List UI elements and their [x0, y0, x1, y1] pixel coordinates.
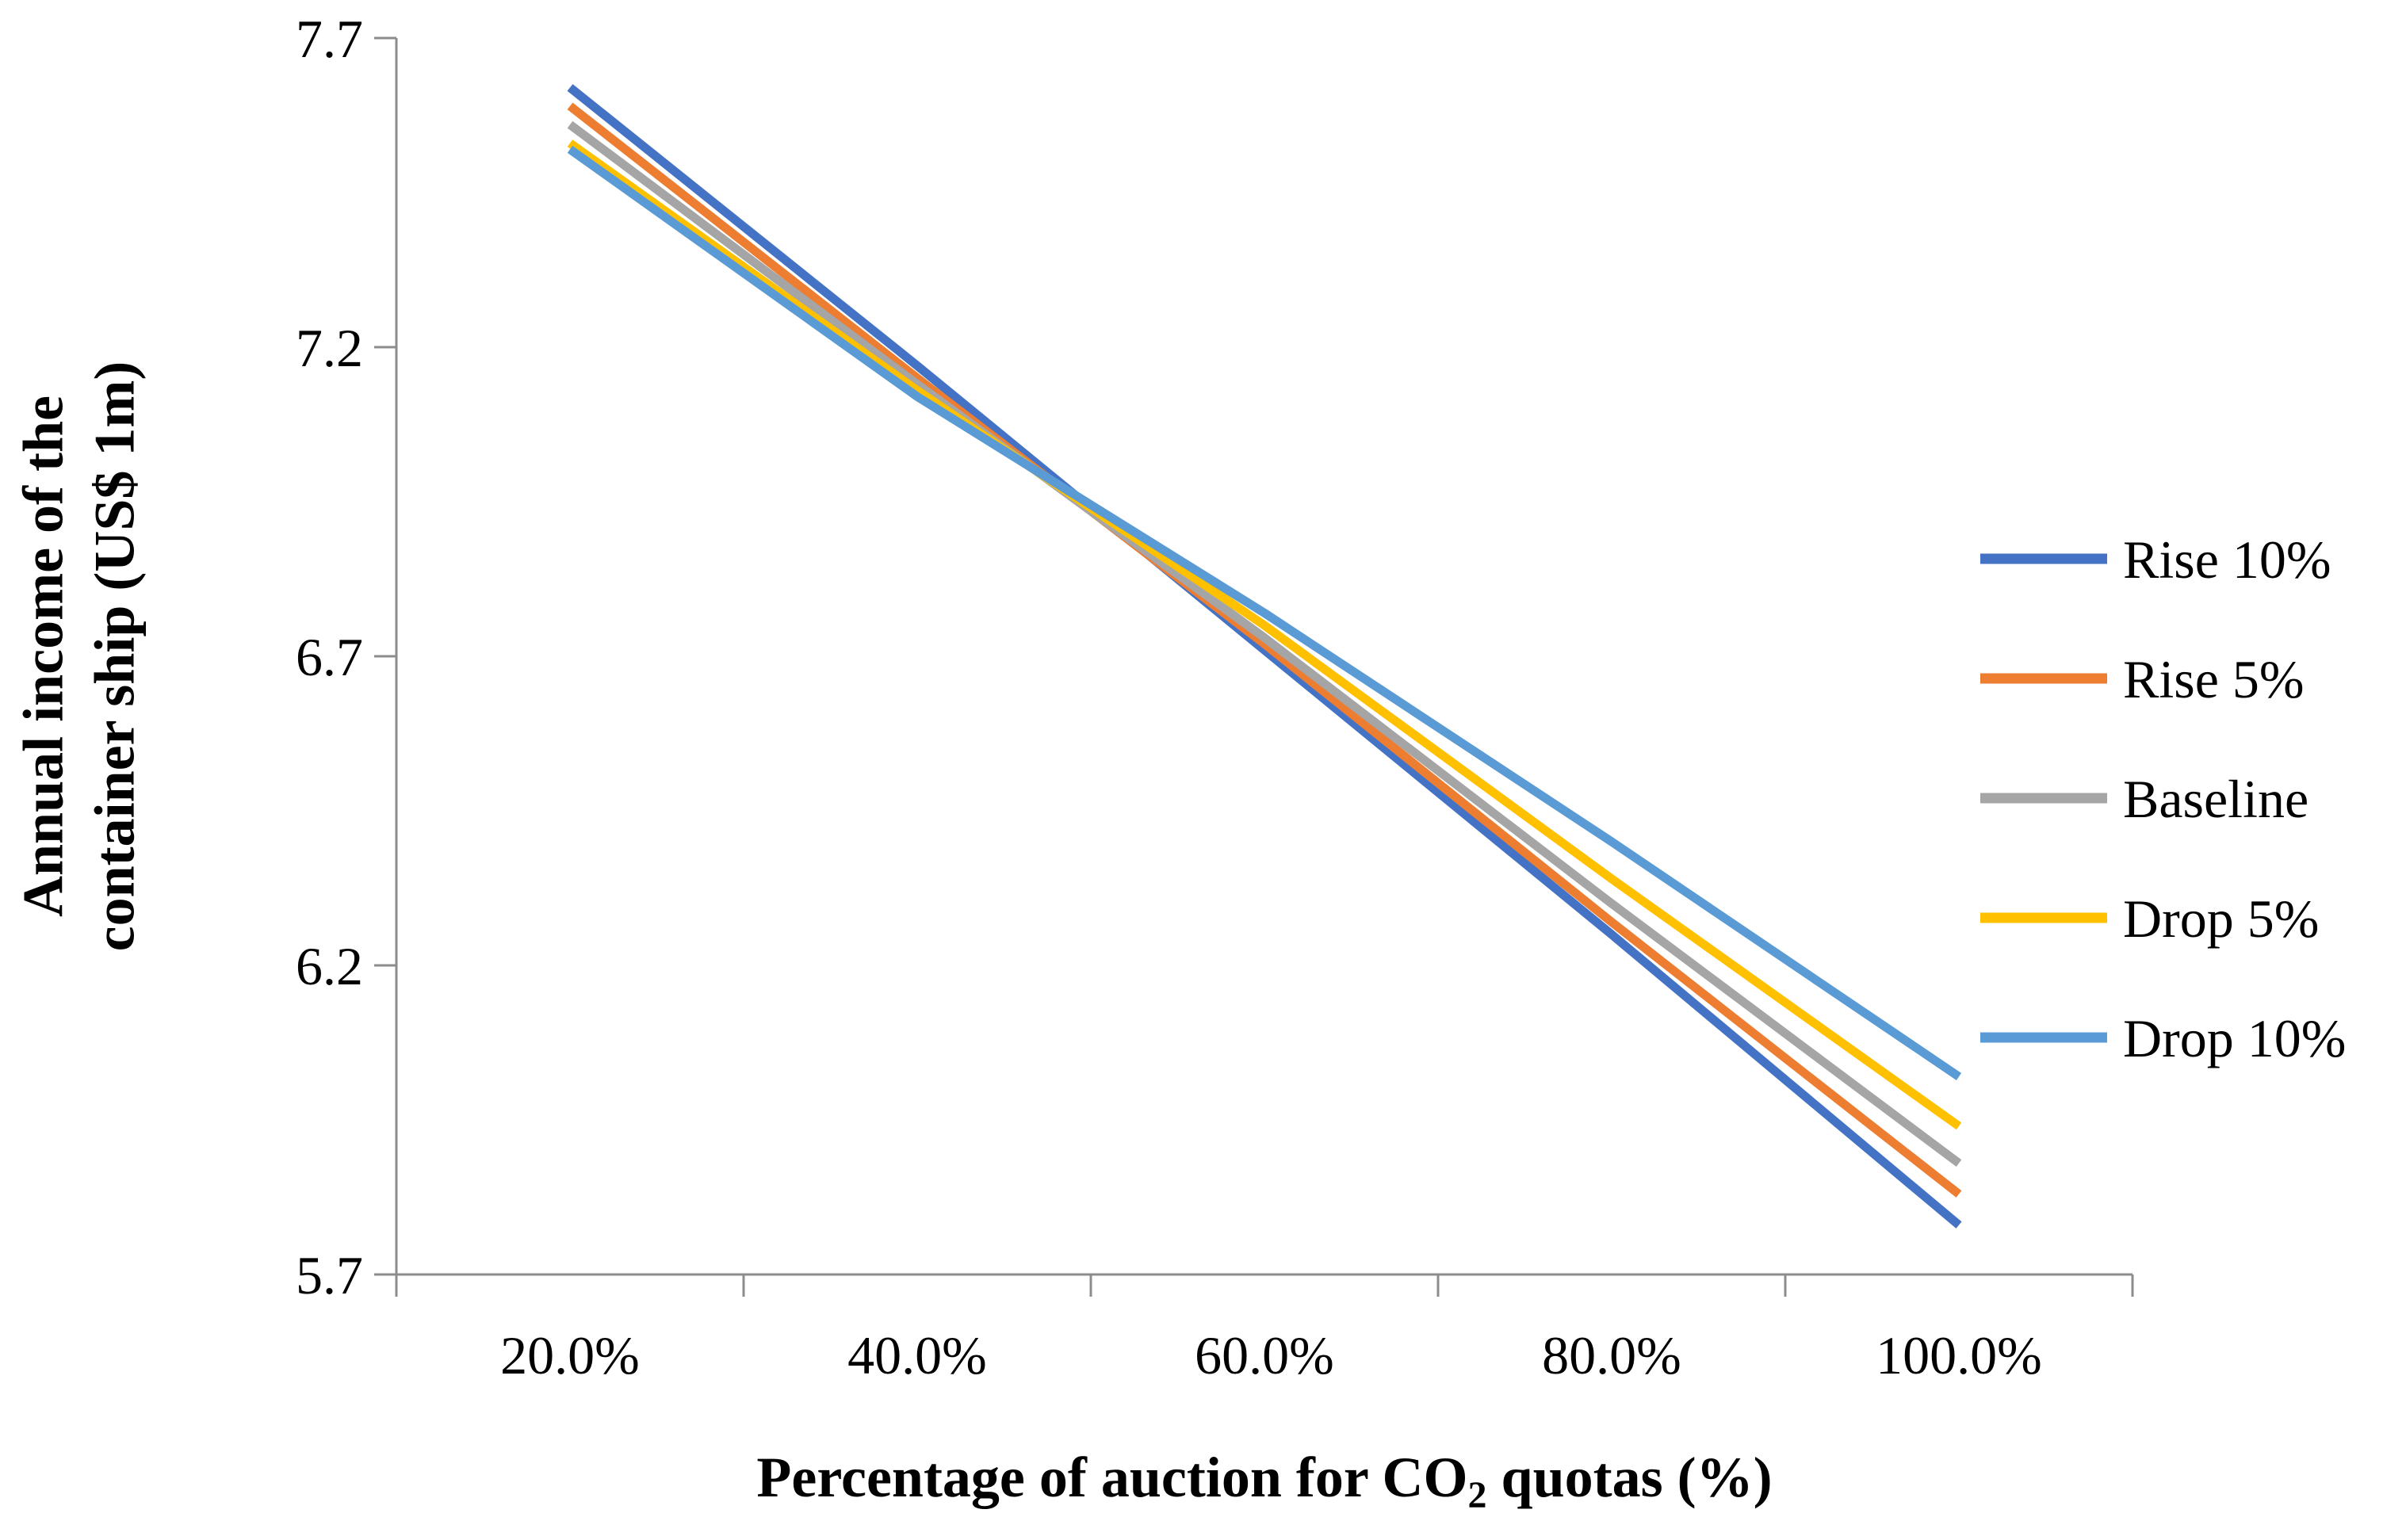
series-line-drop-10 [567, 145, 1962, 1080]
y-axis-title: Annual income of the container ship (US$ … [12, 361, 147, 952]
x-tick-label: 40.0% [847, 1325, 987, 1385]
x-axis-title-text: Percentage of auction for CO2 quotas (%) [756, 1446, 1772, 1516]
legend-label: Rise 5% [2123, 649, 2305, 709]
legend-item: Baseline [1980, 769, 2308, 829]
series-line-baseline [567, 120, 1962, 1167]
y-tick-label: 7.2 [296, 318, 363, 378]
series-line-rise-10 [567, 84, 1962, 1229]
legend-label: Drop 5% [2123, 888, 2319, 949]
y-tick-label: 6.2 [296, 936, 363, 996]
x-axis-title: Percentage of auction for CO2 quotas (%) [756, 1446, 1772, 1516]
series-line-drop-5 [567, 139, 1962, 1130]
series-lines [567, 84, 1962, 1229]
legend-label: Rise 10% [2123, 529, 2331, 590]
legend-label: Baseline [2123, 769, 2308, 829]
y-tick-label: 7.7 [296, 9, 363, 69]
x-tick-label: 60.0% [1195, 1325, 1334, 1385]
x-tick-label: 80.0% [1542, 1325, 1681, 1385]
legend-label: Drop 10% [2123, 1008, 2346, 1068]
y-tick-label: 5.7 [296, 1245, 363, 1305]
legend-item: Drop 10% [1980, 1008, 2346, 1068]
x-tick-label: 100.0% [1876, 1325, 2042, 1385]
y-axis-title-line: Annual income of the [12, 396, 75, 917]
series-line-rise-5 [567, 102, 1962, 1198]
legend-item: Rise 5% [1980, 649, 2305, 709]
axes: 5.7 6.2 6.7 7.2 7.7 20.0% 40.0% 60.0% 80.0% 100.0… [296, 9, 2134, 1385]
legend: Rise 10% Rise 5% Baseline Drop 5% Drop 10% [1980, 529, 2346, 1068]
x-tick-label: 20.0% [500, 1325, 640, 1385]
legend-item: Drop 5% [1980, 888, 2319, 949]
y-axis-title-line: container ship (US$ 1m) [83, 361, 147, 952]
y-tick-label: 6.7 [296, 627, 363, 687]
legend-item: Rise 10% [1980, 529, 2331, 590]
